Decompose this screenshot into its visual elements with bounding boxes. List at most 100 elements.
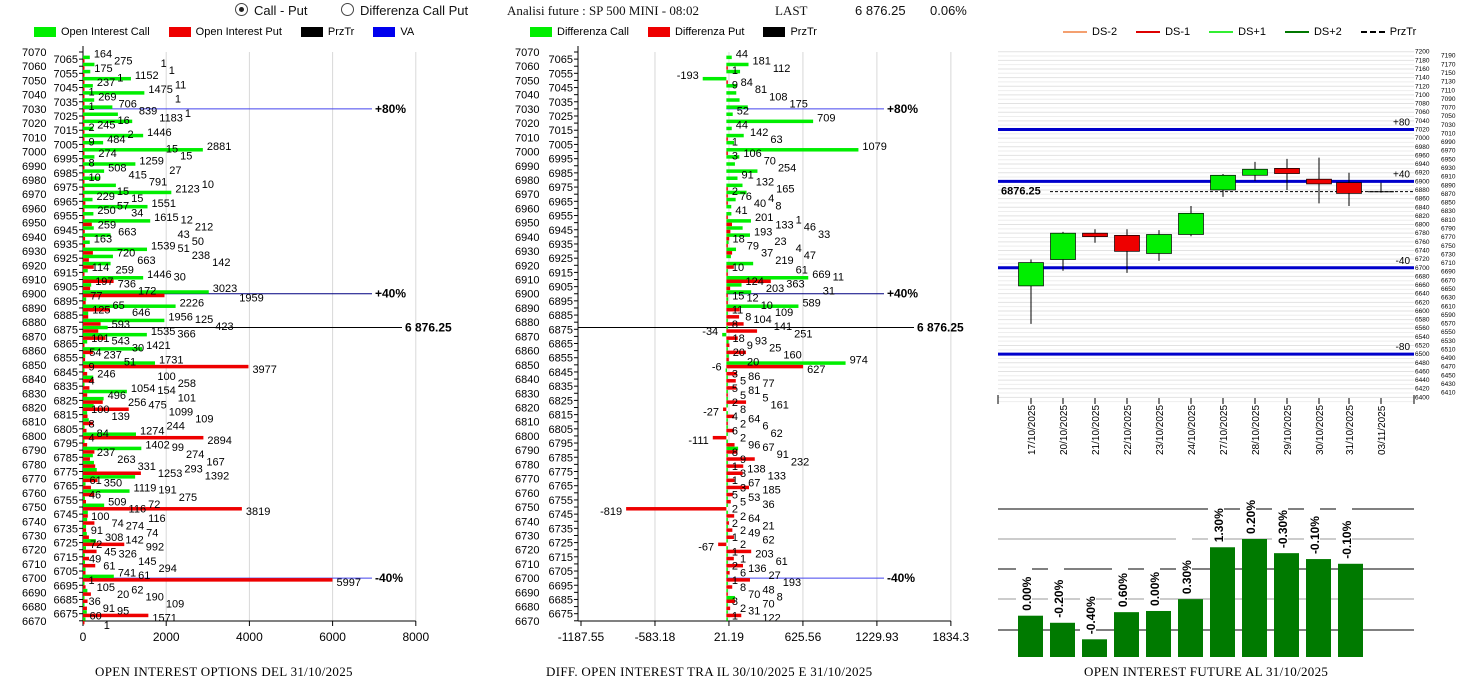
put-bar — [726, 187, 728, 191]
call-bar — [83, 140, 104, 145]
bar-value-label: 27 — [768, 570, 780, 582]
x-tick-label: 1834.3 — [933, 630, 970, 644]
candle-down — [1306, 178, 1332, 185]
label-bg — [1016, 553, 1032, 612]
bar-value-label: 258 — [178, 378, 196, 390]
call-bar — [83, 446, 142, 451]
bar-value-label: 70 — [748, 589, 760, 601]
put-bar — [83, 556, 90, 561]
bar-value-label: 3 — [732, 369, 738, 381]
bar-value-label: 167 — [206, 456, 224, 468]
strike-label: 6875 — [54, 324, 78, 336]
candle-up — [1018, 262, 1044, 287]
bar-value-label: 62 — [762, 534, 774, 546]
y-tick-label-outer: 6510 — [1441, 346, 1456, 353]
strike-label: 6910 — [22, 275, 46, 287]
bar-value-label: 50 — [192, 236, 204, 248]
call-bar — [726, 126, 732, 131]
strike-label: 6970 — [515, 189, 539, 201]
call-bar — [83, 517, 88, 522]
call-bar — [83, 247, 148, 252]
call-bar — [726, 290, 752, 294]
bar-value-label: 72 — [148, 499, 160, 511]
bar-value-label: 251 — [794, 328, 812, 340]
bar-value-label: 5 — [732, 383, 738, 395]
bar-value-label: 219 — [775, 255, 793, 267]
strike-label: 6860 — [515, 346, 539, 358]
call-bar — [726, 133, 744, 138]
bar-value-label: 61 — [796, 264, 808, 276]
strike-label: 7055 — [54, 68, 78, 80]
call-bar — [83, 439, 85, 444]
strike-label: 6740 — [515, 516, 539, 528]
strike-label: 6910 — [515, 275, 539, 287]
x-tick-label: 8000 — [402, 630, 429, 644]
call-bar — [726, 304, 799, 308]
bar-value-label: 663 — [137, 255, 155, 267]
strike-label: 6965 — [549, 196, 573, 208]
put-bar — [726, 151, 728, 156]
y-tick-label: 6480 — [1415, 360, 1430, 367]
bar-value-label: 54 — [89, 347, 101, 359]
bar-value-label: 6 — [732, 425, 738, 437]
call-bar — [726, 69, 741, 74]
strike-label: 6995 — [549, 154, 573, 166]
put-bar — [83, 315, 89, 319]
bar-value-label: 116 — [129, 504, 147, 516]
legend-label: DS+1 — [1238, 26, 1266, 38]
call-bar — [83, 126, 94, 131]
y-tick-label-outer: 7150 — [1441, 70, 1456, 77]
x-tick-label: 2000 — [153, 630, 180, 644]
strike-label: 7045 — [549, 83, 573, 95]
level-label: +40% — [887, 287, 918, 301]
future-oi-bar — [1178, 599, 1203, 657]
call-bar — [726, 574, 728, 579]
radio-differenza[interactable]: Differenza Call Put — [341, 3, 468, 18]
bar-value-label: 36 — [89, 596, 101, 608]
bar-value-label: 20 — [733, 347, 745, 359]
call-bar — [726, 318, 728, 323]
y-tick-label-outer: 6670 — [1441, 277, 1456, 284]
radio-call-put[interactable]: Call - Put — [235, 3, 307, 18]
put-bar — [83, 563, 96, 568]
strike-label: 6680 — [22, 602, 46, 614]
strike-label: 6970 — [22, 189, 46, 201]
strike-label: 7010 — [515, 132, 539, 144]
strike-label: 6980 — [515, 175, 539, 187]
call-bar — [83, 268, 88, 273]
bar-value-label: 974 — [850, 354, 868, 366]
call-bar — [83, 524, 87, 529]
bar-value-label: 6 — [762, 421, 768, 433]
bar-value-label: -0.10% — [1308, 516, 1322, 554]
strike-label: 7020 — [22, 118, 46, 130]
bar-value-label: -34 — [702, 326, 718, 338]
y-tick-label-outer: 7010 — [1441, 130, 1456, 137]
put-bar — [726, 80, 728, 84]
bar-value-label: 1 — [89, 575, 95, 587]
bar-value-label: 93 — [755, 335, 767, 347]
call-bar — [83, 396, 104, 401]
strike-label: 7070 — [515, 47, 539, 59]
bar-value-label: 77 — [90, 290, 102, 302]
strike-label: 6775 — [549, 466, 573, 478]
strike-label: 7065 — [54, 54, 78, 66]
strike-label: 6795 — [54, 438, 78, 450]
put-bar — [726, 478, 735, 483]
strike-label: 7020 — [515, 118, 539, 130]
bar-value-label: 105 — [97, 582, 115, 594]
put-bar — [83, 265, 94, 269]
call-bar — [726, 247, 737, 252]
put-bar — [83, 357, 86, 362]
bar-value-label: 8 — [732, 319, 738, 331]
bar-value-label: 263 — [117, 454, 135, 466]
bar-value-label: -67 — [698, 542, 714, 554]
put-bar — [83, 542, 125, 547]
call-bar — [83, 581, 85, 586]
strike-label: 6755 — [54, 495, 78, 507]
bar-value-label: 27 — [169, 165, 181, 177]
y-tick-label: 7020 — [1415, 126, 1430, 133]
strike-label: 6890 — [22, 303, 46, 315]
put-bar — [726, 137, 728, 141]
bar-value-label: 475 — [148, 399, 166, 411]
put-bar — [83, 258, 89, 262]
